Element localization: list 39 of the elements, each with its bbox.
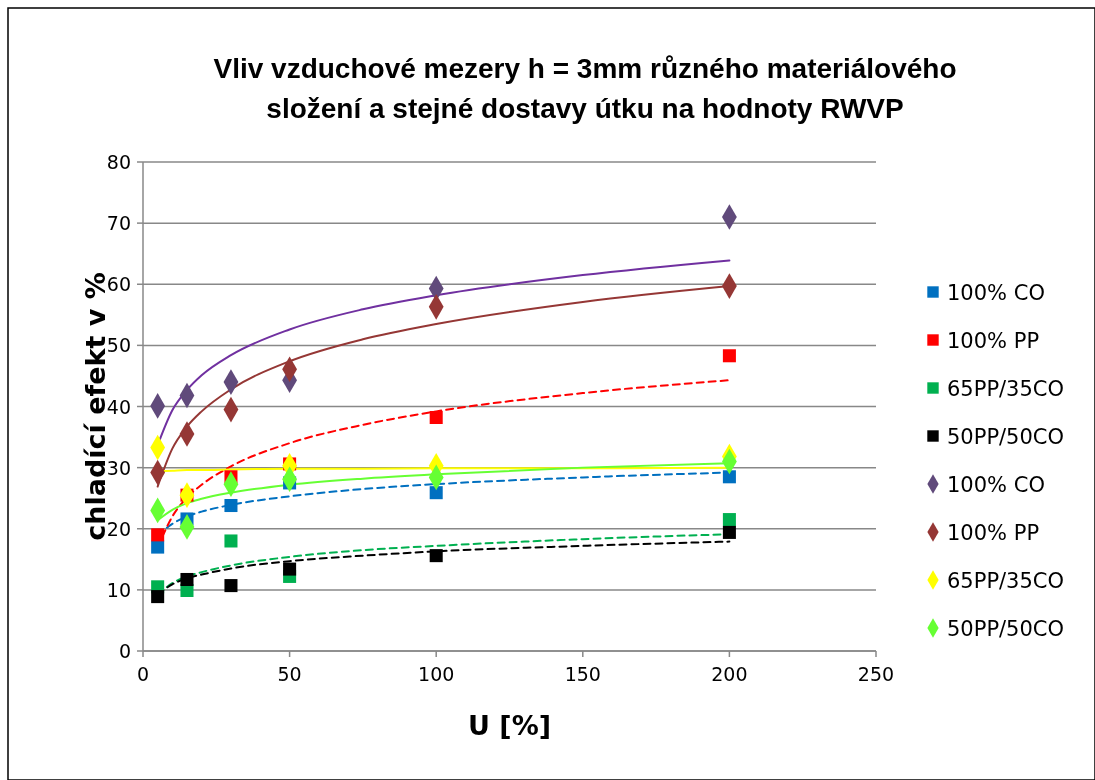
point bbox=[224, 534, 238, 548]
point bbox=[224, 499, 238, 513]
y-tick-label: 60 bbox=[106, 273, 131, 296]
point bbox=[722, 513, 736, 527]
point bbox=[151, 528, 165, 542]
point bbox=[151, 590, 165, 604]
x-tick-label: 250 bbox=[857, 663, 895, 685]
legend-label: 50PP/50CO bbox=[947, 617, 1065, 641]
point bbox=[722, 470, 736, 484]
point bbox=[180, 572, 194, 586]
x-tick-label: 50 bbox=[277, 663, 302, 685]
legend-label: 100% CO bbox=[947, 473, 1045, 497]
point bbox=[429, 549, 443, 563]
x-tick-label: 150 bbox=[564, 663, 601, 685]
point bbox=[283, 562, 297, 576]
legend-label: 100% PP bbox=[947, 329, 1040, 353]
y-tick-label: 70 bbox=[106, 212, 131, 235]
point bbox=[722, 349, 736, 363]
point bbox=[224, 579, 238, 593]
x-tick-label: 200 bbox=[711, 663, 748, 685]
point bbox=[151, 540, 165, 554]
x-axis-title: U [%] bbox=[467, 710, 552, 741]
y-tick-label: 40 bbox=[106, 395, 131, 418]
point bbox=[722, 525, 736, 539]
chart-title: Vliv vzduchové mezery h = 3mm různého materiálového složení a stejné dostavy útku na hodnoty RWVP bbox=[213, 53, 957, 124]
legend-label: 100% CO bbox=[947, 281, 1045, 305]
y-tick-label: 30 bbox=[106, 456, 131, 479]
y-tick-label: 0 bbox=[118, 640, 131, 662]
legend-label: 100% PP bbox=[947, 521, 1040, 545]
legend-label: 65PP/35CO bbox=[947, 377, 1065, 401]
y-tick-label: 80 bbox=[106, 151, 131, 173]
legend-label: 50PP/50CO bbox=[947, 425, 1065, 449]
y-tick-label: 10 bbox=[106, 578, 131, 601]
point bbox=[429, 410, 443, 425]
x-tick-label: 0 bbox=[136, 663, 150, 685]
point bbox=[429, 486, 443, 500]
x-tick-label: 100 bbox=[418, 663, 455, 685]
legend-label: 65PP/35CO bbox=[947, 569, 1065, 593]
y-tick-label: 50 bbox=[106, 334, 131, 357]
